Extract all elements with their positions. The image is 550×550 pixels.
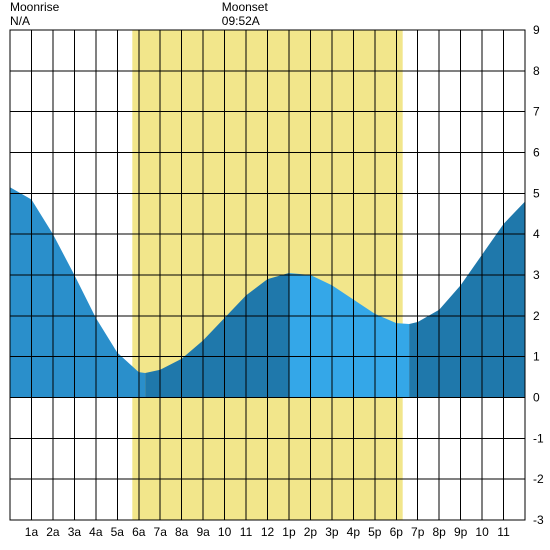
x-tick-label: 6p (390, 525, 404, 539)
x-tick-label: 9a (196, 525, 210, 539)
x-tick-label: 5p (368, 525, 382, 539)
x-tick-label: 3p (325, 525, 339, 539)
x-tick-label: 5a (111, 525, 125, 539)
x-tick-label: 6a (132, 525, 146, 539)
moonrise-value: N/A (10, 14, 59, 28)
y-tick-label: 4 (533, 227, 540, 241)
moonset-block: Moonset 09:52A (222, 0, 268, 29)
y-tick-label: 9 (533, 23, 540, 37)
moonset-label: Moonset (222, 0, 268, 14)
x-tick-label: 7p (411, 525, 425, 539)
chart-svg: 9876543210-1-2-31a2a3a4a5a6a7a8a9a101112… (0, 0, 550, 550)
x-tick-label: 4a (89, 525, 103, 539)
x-tick-label: 9p (454, 525, 468, 539)
moonset-value: 09:52A (222, 14, 268, 28)
y-tick-label: -3 (533, 513, 544, 527)
tide-chart: Moonrise N/A Moonset 09:52A 9876543210-1… (0, 0, 550, 550)
y-tick-label: 0 (533, 391, 540, 405)
y-tick-label: 7 (533, 105, 540, 119)
x-tick-label: 11 (240, 525, 253, 539)
y-tick-label: 2 (533, 309, 540, 323)
y-tick-label: 1 (533, 350, 540, 364)
x-tick-label: 3a (68, 525, 82, 539)
x-tick-label: 11 (497, 525, 510, 539)
x-tick-label: 12 (261, 525, 275, 539)
y-tick-label: 5 (533, 186, 540, 200)
x-tick-label: 2p (304, 525, 318, 539)
y-tick-label: -2 (533, 472, 544, 486)
y-tick-label: -1 (533, 431, 544, 445)
x-tick-label: 1a (25, 525, 39, 539)
moonrise-label: Moonrise (10, 0, 59, 14)
x-tick-label: 8a (175, 525, 189, 539)
y-tick-label: 3 (533, 268, 540, 282)
y-tick-label: 6 (533, 146, 540, 160)
x-tick-label: 10 (218, 525, 232, 539)
y-tick-label: 8 (533, 64, 540, 78)
x-tick-label: 2a (46, 525, 60, 539)
x-tick-label: 7a (154, 525, 168, 539)
moonrise-block: Moonrise N/A (10, 0, 59, 29)
x-axis-ticks: 1a 2a 3a 4a 5a 6a 7a 8a 9a 10 11 12 1p 2p 3p 4p 5p 6p 7p 8p… (25, 525, 510, 539)
x-tick-label: 4p (347, 525, 361, 539)
x-tick-label: 1p (282, 525, 296, 539)
x-tick-label: 8p (432, 525, 446, 539)
x-tick-label: 10 (475, 525, 489, 539)
